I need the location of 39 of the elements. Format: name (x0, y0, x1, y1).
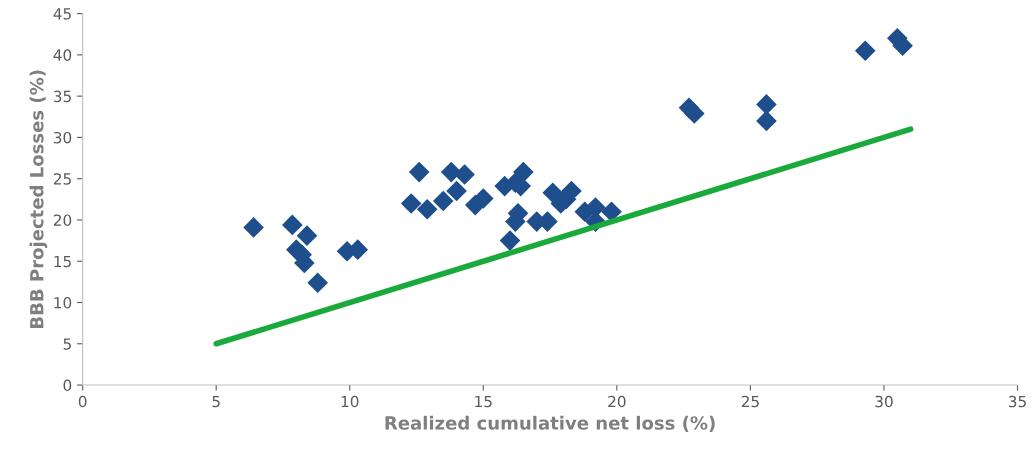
point (684, 103, 705, 124)
x-tick-label: 35 (1008, 395, 1026, 408)
point (432, 190, 454, 212)
x-tick-label: 30 (875, 395, 893, 408)
x-tick-label: 10 (341, 395, 359, 408)
y-axis-title: BBB Projected Losses (%) (29, 70, 48, 328)
point (416, 198, 438, 220)
y-tick-label: 45 (53, 8, 71, 20)
point (454, 164, 475, 185)
y-tick-label: 20 (53, 214, 72, 226)
point (408, 161, 430, 183)
point (756, 110, 777, 132)
point (499, 230, 521, 251)
point (296, 225, 318, 246)
x-tick-label: 0 (78, 395, 87, 408)
point (307, 272, 328, 293)
y-tick-label: 0 (63, 379, 72, 392)
point (473, 188, 494, 209)
point (282, 214, 303, 236)
y-tick-label: 5 (63, 338, 71, 350)
y-tick-label: 40 (53, 49, 72, 61)
point (601, 201, 622, 222)
y-tick-label: 15 (54, 255, 71, 268)
point (756, 94, 777, 115)
x-tick-label: 5 (212, 395, 220, 408)
x-tick-label: 15 (475, 395, 492, 408)
y-tick-label: 25 (53, 173, 71, 185)
point (446, 180, 467, 202)
y-tick-label: 35 (53, 90, 71, 103)
x-tick-label: 20 (608, 395, 626, 408)
point (542, 182, 564, 204)
x-tick-label: 25 (741, 395, 759, 408)
point (400, 193, 422, 214)
point (513, 161, 534, 183)
point (854, 40, 876, 62)
x-axis-title: Realized cumulative net loss (%) (385, 415, 715, 432)
y-tick-label: 30 (53, 131, 72, 144)
y-tick-label: 10 (54, 296, 72, 309)
point (243, 217, 264, 238)
